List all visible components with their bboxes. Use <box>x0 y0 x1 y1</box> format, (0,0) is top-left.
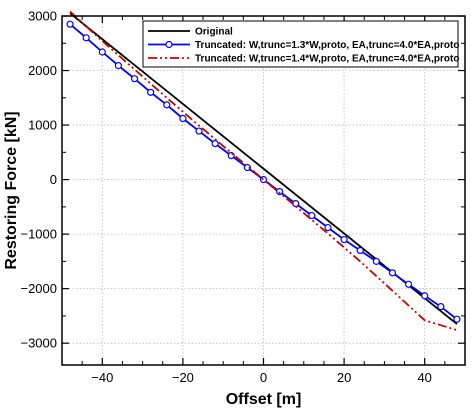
legend-label-3: Truncated: W,trunc=1.4*W,proto, EA,trunc… <box>195 54 459 65</box>
series-2-point <box>211 140 219 148</box>
series-2-point <box>195 127 203 135</box>
series-2-point <box>130 75 139 83</box>
y-tick-label: 2000 <box>28 63 57 78</box>
series-2-point <box>98 48 106 56</box>
series-line-2 <box>69 23 458 320</box>
series-line-3 <box>69 10 458 331</box>
series-2-point <box>388 269 397 277</box>
series-2-point <box>404 280 413 288</box>
series-2-point <box>114 62 123 70</box>
x-tick-label: 40 <box>417 370 431 385</box>
series-2-point <box>82 34 90 42</box>
y-tick-label: 0 <box>50 172 57 187</box>
series-2-point <box>324 223 332 232</box>
series-2-point <box>340 235 348 244</box>
series-layer <box>66 10 461 331</box>
series-2-point <box>437 303 445 311</box>
series-2-point <box>147 88 155 96</box>
legend: Original Truncated: W,trunc=1.3*W,proto, … <box>142 20 459 68</box>
x-axis-title: Offset [m] <box>226 391 302 408</box>
series-2-point <box>276 187 284 196</box>
y-axis-title: Restoring Force [kN] <box>3 111 20 269</box>
series-2-point <box>372 257 380 265</box>
legend-box <box>142 20 459 68</box>
legend-label-2: Truncated: W,trunc=1.3*W,proto, EA,trunc… <box>195 40 459 51</box>
x-tick-label: 20 <box>337 370 351 385</box>
y-tick-label: 1000 <box>28 118 57 133</box>
y-tick-label: 3000 <box>28 9 57 24</box>
plot-frame <box>61 15 466 366</box>
series-2-point <box>179 114 187 123</box>
x-tick-label: 0 <box>260 370 267 385</box>
series-2-point <box>308 211 316 220</box>
x-tick-label: −20 <box>172 370 194 385</box>
series-2-point <box>421 292 429 300</box>
y-tick-label: −1000 <box>20 227 57 242</box>
x-tick-label: −40 <box>91 370 113 385</box>
tick-labels: −40 −20 0 20 40 3000 2000 1000 0 −1000 −2000 −3000 <box>20 9 431 386</box>
legend-label-1: Original <box>195 27 233 38</box>
y-tick-label: −3000 <box>20 336 57 351</box>
series-2-point <box>163 101 171 109</box>
y-tick-label: −2000 <box>20 281 57 296</box>
legend-marker-2 <box>165 40 173 49</box>
series-2-point <box>66 20 74 28</box>
series-2-point <box>453 315 461 323</box>
series-2-point <box>356 246 364 255</box>
